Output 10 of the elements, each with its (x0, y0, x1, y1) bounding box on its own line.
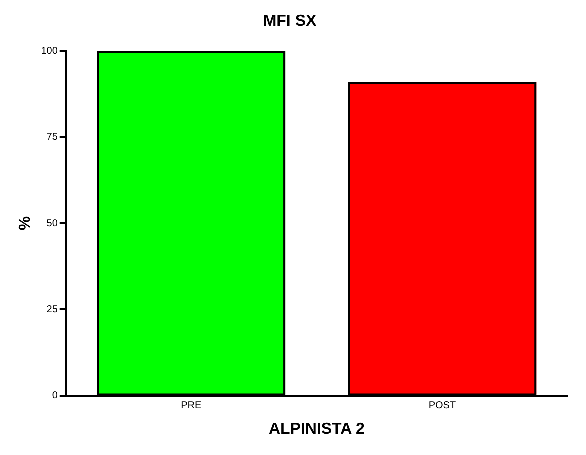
y-tick-label: 75 (46, 132, 58, 144)
y-tick-label: 100 (41, 46, 58, 57)
y-tick-label: 25 (46, 304, 58, 316)
y-tick-label: 50 (46, 218, 58, 230)
x-tick-label: POST (428, 400, 456, 412)
x-tick-label: PRE (181, 400, 202, 412)
chart-title: MFI SX (263, 13, 317, 30)
y-tick-label: 0 (52, 390, 58, 402)
x-axis-title: ALPINISTA 2 (268, 420, 366, 438)
y-axis-title: % (17, 216, 34, 231)
